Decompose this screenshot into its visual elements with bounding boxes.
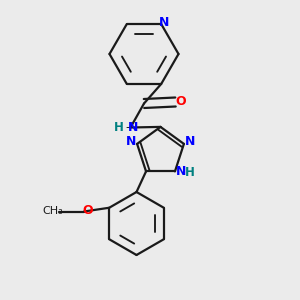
Text: N: N [128, 121, 139, 134]
Text: H: H [184, 166, 194, 178]
Text: N: N [126, 135, 136, 148]
Text: -: - [125, 121, 130, 134]
Text: O: O [82, 203, 93, 217]
Text: N: N [185, 135, 195, 148]
Text: N: N [176, 165, 187, 178]
Text: CH₃: CH₃ [43, 206, 64, 217]
Text: O: O [176, 94, 186, 108]
Text: H: H [114, 121, 124, 134]
Text: N: N [158, 16, 169, 29]
